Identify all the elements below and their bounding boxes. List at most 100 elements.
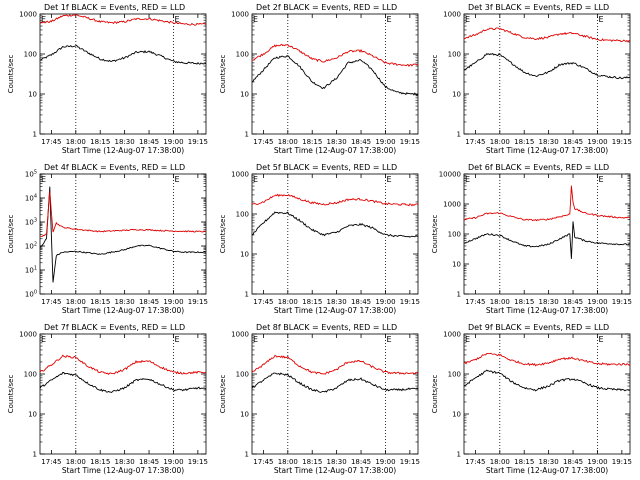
- x-tick-label: 19:15: [612, 138, 632, 146]
- lld-series-line: [39, 354, 207, 375]
- e-marker-right: E: [386, 15, 391, 24]
- detector-panel-7: Det 7f BLACK = Events, RED = LLD E E 17:45 1…: [7, 323, 208, 475]
- y-tick-label: 10: [452, 261, 461, 269]
- x-tick-label: 18:30: [539, 458, 559, 466]
- y-tick-label: 100: [236, 211, 249, 219]
- x-tick-label: 18:45: [139, 298, 159, 306]
- events-series-line: [39, 44, 207, 65]
- x-tick-label: 18:00: [490, 138, 510, 146]
- e-marker-left: E: [41, 335, 46, 344]
- panel-title: Det 8f BLACK = Events, RED = LLD: [256, 323, 397, 332]
- x-tick-label: 18:30: [539, 298, 559, 306]
- x-tick-label: 18:30: [327, 138, 347, 146]
- x-tick-label: 18:45: [139, 138, 159, 146]
- x-tick-label: 18:00: [490, 458, 510, 466]
- x-tick-label: 17:45: [253, 138, 273, 146]
- y-tick-label: 10: [452, 411, 461, 419]
- x-tick-label: 18:15: [514, 458, 534, 466]
- detector-panel-6: Det 6f BLACK = Events, RED = LLD E E 17:45 1…: [431, 163, 632, 315]
- y-tick-label: 100: [448, 51, 461, 59]
- x-tick-label: 18:00: [66, 298, 86, 306]
- x-tick-label: 18:15: [514, 138, 534, 146]
- x-tick-label: 19:00: [163, 458, 183, 466]
- events-series-line: [463, 52, 630, 80]
- panel-title: Det 1f BLACK = Events, RED = LLD: [44, 3, 185, 12]
- e-marker-left: E: [41, 15, 46, 24]
- lld-series-line: [464, 27, 631, 43]
- x-tick-label: 18:30: [539, 138, 559, 146]
- y-axis-label: Counts/sec: [219, 375, 227, 414]
- y-tick-label: 1: [33, 131, 37, 139]
- detector-panel-2: Det 2f BLACK = Events, RED = LLD E E 17:45 1…: [219, 3, 420, 155]
- x-tick-label: 18:15: [90, 298, 110, 306]
- plot-frame: [463, 333, 631, 455]
- lld-series-line: [39, 13, 207, 26]
- events-series-line: [251, 211, 419, 238]
- plot-frame: [251, 173, 419, 295]
- x-axis-label: Start Time (12-Aug-07 17:38:00): [274, 146, 396, 155]
- x-tick-label: 19:15: [400, 298, 420, 306]
- e-marker-left: E: [253, 15, 258, 24]
- lld-series-line: [463, 185, 631, 222]
- e-marker-left: E: [41, 175, 46, 184]
- e-marker-right: E: [386, 175, 391, 184]
- y-axis-label: Counts/sec: [431, 215, 439, 254]
- y-tick-label: 1: [457, 291, 461, 299]
- y-tick-label: 105: [25, 170, 37, 179]
- x-tick-label: 17:45: [465, 138, 485, 146]
- panel-title: Det 2f BLACK = Events, RED = LLD: [256, 3, 397, 12]
- lld-series-line: [251, 193, 419, 207]
- y-tick-label: 100: [24, 371, 37, 379]
- x-axis-label: Start Time (12-Aug-07 17:38:00): [486, 306, 608, 315]
- plot-frame: [39, 173, 207, 295]
- y-tick-label: 1: [33, 451, 37, 459]
- x-axis-label: Start Time (12-Aug-07 17:38:00): [274, 466, 396, 475]
- x-tick-label: 19:15: [188, 138, 208, 146]
- x-tick-label: 19:00: [163, 298, 183, 306]
- events-series-line: [39, 372, 207, 394]
- y-tick-label: 1: [457, 451, 461, 459]
- x-tick-label: 18:00: [490, 298, 510, 306]
- x-tick-label: 19:15: [188, 298, 208, 306]
- y-tick-label: 100: [448, 371, 461, 379]
- detector-panel-1: Det 1f BLACK = Events, RED = LLD E E 17:45 1…: [7, 3, 208, 155]
- y-tick-label: 1: [245, 291, 249, 299]
- x-tick-label: 17:45: [253, 458, 273, 466]
- x-tick-label: 18:00: [66, 138, 86, 146]
- y-tick-label: 104: [25, 194, 37, 203]
- y-tick-label: 102: [25, 242, 37, 251]
- plot-frame: [251, 333, 419, 455]
- x-tick-label: 17:45: [41, 458, 61, 466]
- e-marker-left: E: [465, 175, 470, 184]
- x-tick-label: 18:45: [351, 298, 371, 306]
- x-axis-label: Start Time (12-Aug-07 17:38:00): [62, 306, 184, 315]
- x-axis-label: Start Time (12-Aug-07 17:38:00): [274, 306, 396, 315]
- y-axis-label: Counts/sec: [7, 55, 15, 94]
- lld-series-line: [251, 355, 419, 375]
- y-tick-label: 100: [25, 290, 37, 299]
- x-tick-label: 19:00: [587, 458, 607, 466]
- y-axis-label: Counts/sec: [431, 375, 439, 414]
- events-series-line: [39, 186, 206, 283]
- y-tick-label: 103: [25, 218, 37, 227]
- panel-title: Det 7f BLACK = Events, RED = LLD: [44, 323, 185, 332]
- x-tick-label: 19:15: [188, 458, 208, 466]
- x-tick-label: 18:45: [563, 298, 583, 306]
- x-axis-label: Start Time (12-Aug-07 17:38:00): [62, 146, 184, 155]
- y-tick-label: 1000: [231, 11, 249, 19]
- y-tick-label: 10: [240, 411, 249, 419]
- events-series-line: [251, 372, 419, 393]
- y-tick-label: 100: [236, 51, 249, 59]
- x-tick-label: 19:00: [163, 138, 183, 146]
- x-tick-label: 19:15: [612, 458, 632, 466]
- x-tick-label: 19:15: [400, 138, 420, 146]
- x-tick-label: 17:45: [41, 298, 61, 306]
- lld-series-line: [39, 191, 207, 237]
- y-tick-label: 10: [28, 411, 37, 419]
- x-tick-label: 18:45: [351, 138, 371, 146]
- y-axis-label: Counts/sec: [219, 55, 227, 94]
- x-tick-label: 19:15: [612, 298, 632, 306]
- y-tick-label: 1000: [231, 331, 249, 339]
- y-axis-label: Counts/sec: [7, 375, 15, 414]
